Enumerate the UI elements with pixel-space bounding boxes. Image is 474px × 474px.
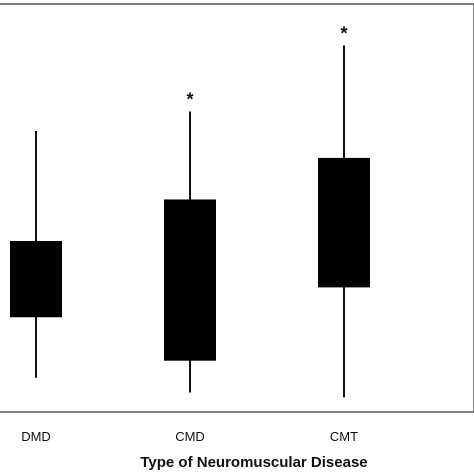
boxes-layer: ** [10,24,370,398]
x-tick-label-cmd: CMD [175,429,205,444]
x-tick-label-dmd: DMD [21,429,51,444]
box-cmt [318,157,370,288]
x-axis-title: Type of Neuromuscular Disease [140,454,367,471]
box-dmd [10,240,62,317]
x-tick-label-cmt: CMT [330,429,358,444]
plot-frame [0,3,474,413]
x-tick-labels: DMD CMD CMT [21,429,358,444]
outlier-marker-cmd: * [186,89,193,109]
box-cmd [164,199,216,361]
outlier-marker-cmt: * [340,24,347,44]
